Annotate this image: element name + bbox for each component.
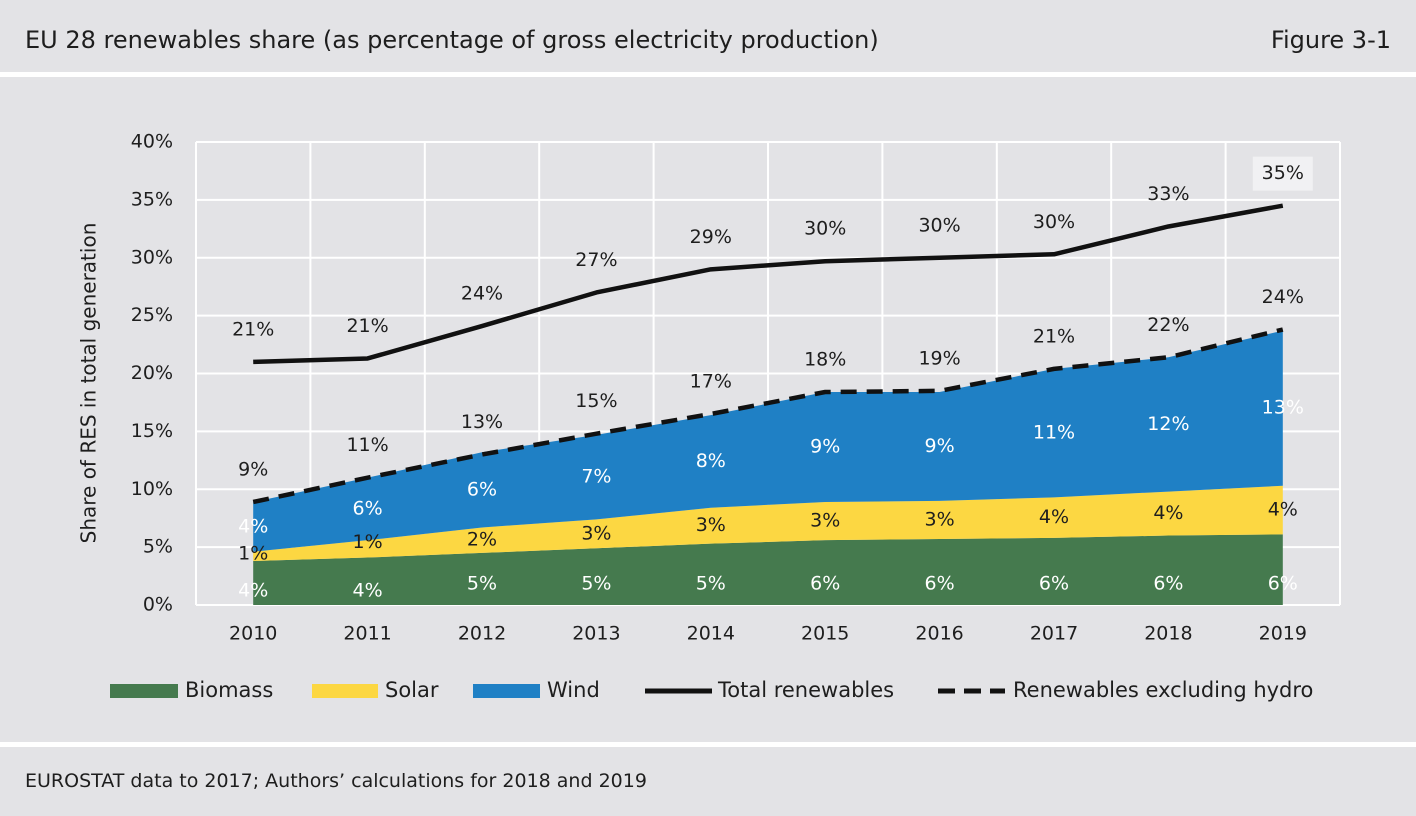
legend-excl-hydro-label: Renewables excluding hydro (1013, 678, 1313, 702)
solar-data-label: 3% (581, 522, 611, 544)
highlight-box (1252, 156, 1313, 191)
wind-data-label: 9% (810, 436, 840, 458)
wind-data-label: 8% (696, 450, 726, 472)
excl-hydro-data-label: 15% (575, 390, 617, 412)
total-renewables-data-label: 24% (461, 283, 503, 305)
footer-divider (0, 742, 1416, 747)
solar-area (253, 485, 1283, 562)
biomass-data-label: 6% (925, 573, 955, 595)
total-renewables-data-label: 21% (232, 318, 274, 340)
y-axis-title: Share of RES in total generation (77, 223, 101, 544)
excl-hydro-line (252, 327, 1284, 505)
x-tick-label: 2011 (343, 623, 391, 645)
excl-hydro-data-label: 18% (804, 349, 846, 371)
biomass-data-label: 4% (353, 580, 383, 602)
biomass-data-label: 5% (696, 573, 726, 595)
excl-hydro-data-label: 21% (1033, 325, 1075, 347)
excl-hydro-data-label: 24% (1262, 286, 1304, 308)
total-renewables-data-label: 30% (918, 214, 960, 236)
y-tick-label: 15% (131, 420, 173, 442)
legend-biomass-swatch (110, 684, 178, 698)
solar-data-label: 4% (1268, 499, 1298, 521)
total-renewables-data-label: 30% (1033, 211, 1075, 233)
total-renewables-line (253, 203, 1284, 365)
source-note: EUROSTAT data to 2017; Authors’ calculat… (25, 770, 647, 792)
excl-hydro-data-label: 13% (461, 411, 503, 433)
biomass-data-label: 6% (1268, 573, 1298, 595)
total-renewables-data-label: 21% (346, 315, 388, 337)
biomass-data-label: 5% (581, 573, 611, 595)
x-tick-label: 2012 (458, 623, 506, 645)
biomass-data-label: 6% (1039, 573, 1069, 595)
wind-data-label: 12% (1147, 413, 1189, 435)
excl-hydro-data-label: 22% (1147, 314, 1189, 336)
solar-data-label: 1% (353, 531, 383, 553)
biomass-data-label: 6% (810, 573, 840, 595)
wind-data-label: 6% (467, 478, 497, 500)
legend-wind-swatch (473, 684, 540, 698)
x-tick-label: 2017 (1030, 623, 1078, 645)
legend-solar-label: Solar (385, 678, 439, 702)
chart-title: EU 28 renewables share (as percentage of… (25, 26, 879, 54)
solar-data-label: 4% (1039, 506, 1069, 528)
header-divider (0, 72, 1416, 77)
solar-data-label: 3% (696, 514, 726, 536)
x-tick-label: 2019 (1259, 623, 1307, 645)
wind-data-label: 7% (581, 466, 611, 488)
solar-data-label: 3% (925, 508, 955, 530)
biomass-data-label: 5% (467, 573, 497, 595)
y-tick-label: 10% (131, 478, 173, 500)
x-tick-label: 2014 (687, 623, 735, 645)
wind-data-label: 6% (353, 497, 383, 519)
legend-biomass-label: Biomass (185, 678, 273, 702)
x-tick-label: 2010 (229, 623, 277, 645)
total-renewables-data-label: 30% (804, 218, 846, 240)
total-renewables-data-label: 29% (690, 226, 732, 248)
biomass-data-label: 6% (1153, 573, 1183, 595)
solar-data-label: 3% (810, 510, 840, 532)
y-tick-label: 30% (131, 246, 173, 268)
y-tick-label: 25% (131, 304, 173, 326)
solar-data-label: 2% (467, 529, 497, 551)
y-tick-label: 20% (131, 362, 173, 384)
figure-label: Figure 3-1 (1270, 26, 1391, 54)
wind-data-label: 13% (1262, 397, 1304, 419)
x-tick-label: 2016 (915, 623, 963, 645)
biomass-data-label: 4% (238, 580, 268, 602)
excl-hydro-data-label: 17% (690, 371, 732, 393)
wind-data-label: 4% (238, 515, 268, 537)
legend-total-renewables-label: Total renewables (717, 678, 894, 702)
solar-data-label: 1% (238, 543, 268, 565)
excl-hydro-data-label: 9% (238, 458, 268, 480)
total-renewables-data-label: 27% (575, 249, 617, 271)
x-tick-label: 2013 (572, 623, 620, 645)
y-tick-label: 5% (143, 536, 173, 558)
x-tick-label: 2015 (801, 623, 849, 645)
chart: 0% 5% 10% 15% 20% 25% 30% 35% 40% 2010 2011 2012 201… (77, 131, 1341, 702)
header-bar: EU 28 renewables share (as percentage of… (0, 0, 1416, 74)
excl-hydro-data-label: 11% (346, 434, 388, 456)
biomass-area (253, 534, 1283, 605)
total-renewables-data-label: 33% (1147, 183, 1189, 205)
solar-data-label: 4% (1153, 502, 1183, 524)
excl-hydro-data-label: 19% (918, 347, 960, 369)
y-tick-label: 40% (131, 131, 173, 153)
wind-area (253, 330, 1283, 552)
legend-solar-swatch (312, 684, 378, 698)
y-tick-label: 35% (131, 188, 173, 210)
total-renewables-data-label: 35% (1262, 162, 1304, 184)
x-tick-label: 2018 (1144, 623, 1192, 645)
y-tick-label: 0% (143, 594, 173, 616)
wind-data-label: 9% (925, 435, 955, 457)
legend-wind-label: Wind (547, 678, 600, 702)
wind-data-label: 11% (1033, 422, 1075, 444)
